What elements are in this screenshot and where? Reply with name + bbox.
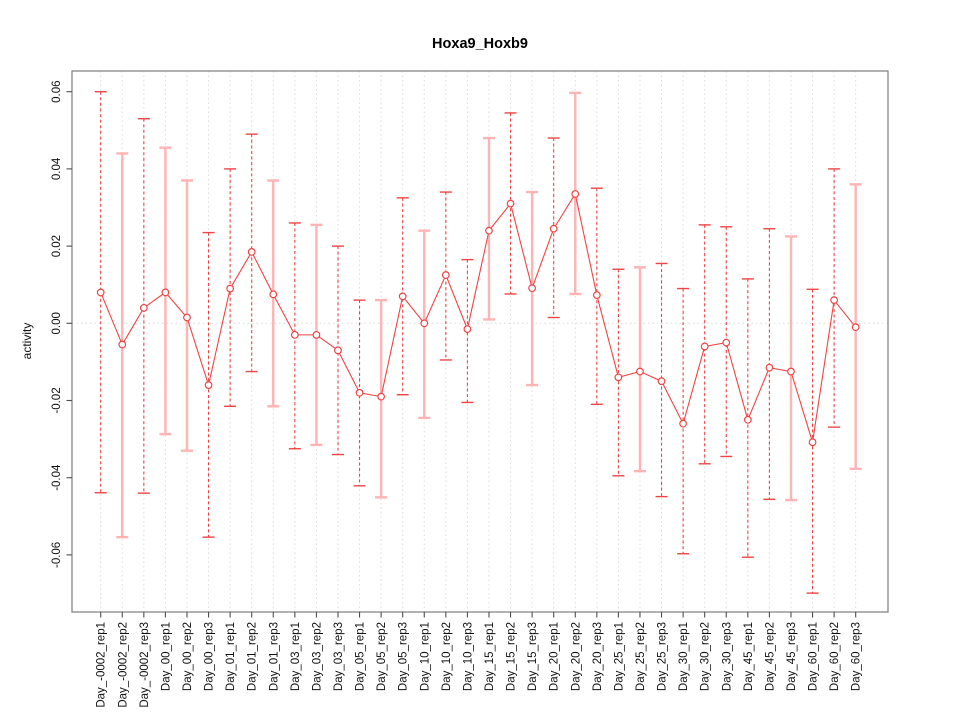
x-tick-label: Day_25_rep3	[657, 622, 669, 691]
x-tick-label: Day_05_rep1	[355, 622, 367, 691]
data-point	[592, 291, 601, 300]
y-axis: 0.06 0.04 0.02 0.00 -0.02 -0.04 -0.06	[51, 81, 72, 568]
plot-area: 0.06 0.04 0.02 0.00 -0.02 -0.04 -0.06 Day_-0002…	[51, 70, 889, 708]
x-tick-label: Day_10_rep1	[419, 622, 431, 691]
x-tick-label: Day_05_rep3	[398, 622, 410, 691]
data-point	[808, 438, 817, 447]
data-point	[722, 338, 731, 347]
x-tick-label: Day_05_rep2	[376, 622, 388, 691]
x-tick-label: Day_25_rep1	[613, 622, 625, 691]
x-tick-label: Day_00_rep3	[204, 622, 216, 691]
data-point	[679, 419, 688, 428]
y-axis-title: activity	[20, 323, 34, 360]
data-point	[290, 330, 299, 339]
data-point	[506, 199, 515, 208]
data-point	[355, 388, 364, 397]
x-tick-label: Day_15_rep3	[527, 622, 539, 691]
x-tick-label: Day_60_rep1	[808, 622, 820, 691]
x-tick-label: Day_01_rep2	[247, 622, 259, 691]
data-point	[549, 224, 558, 233]
data-point	[398, 292, 407, 301]
x-axis: Day_-0002_rep1 Day_-0002_rep2 Day_-0002_re…	[96, 612, 863, 708]
data-point	[204, 381, 213, 389]
x-tick-label: Day_45_rep2	[764, 622, 776, 691]
data-point	[463, 325, 472, 333]
data-point	[161, 288, 170, 297]
y-tick-label: 0.06	[51, 81, 63, 103]
y-tick-label: 0.04	[51, 157, 63, 180]
x-tick-label: Day_03_rep2	[311, 622, 323, 691]
x-tick-label: Day_25_rep2	[635, 622, 647, 691]
x-tick-label: Day_01_rep1	[225, 622, 237, 691]
y-tick-label: -0.06	[51, 542, 63, 568]
x-tick-label: Day_-0002_rep2	[117, 622, 129, 708]
y-tick-label: 0.02	[51, 235, 63, 257]
series-polyline	[100, 192, 857, 443]
data-point	[787, 367, 795, 376]
chart-title: Hoxa9_Hoxb9	[432, 36, 528, 52]
data-point	[312, 330, 321, 339]
x-tick-label: Day_20_rep1	[549, 622, 561, 691]
x-tick-label: Day_00_rep1	[160, 622, 172, 691]
data-point	[334, 346, 342, 355]
data-point	[377, 392, 386, 401]
x-tick-label: Day_30_rep3	[721, 622, 733, 691]
x-tick-label: Day_03_rep3	[333, 622, 345, 691]
x-tick-label: Day_15_rep1	[484, 622, 496, 691]
y-tick-label: -0.04	[51, 464, 63, 491]
data-point	[247, 247, 256, 256]
data-point	[636, 367, 644, 376]
y-tick-label: -0.02	[51, 387, 63, 413]
data-point	[226, 284, 235, 293]
x-tick-label: Day_15_rep2	[506, 622, 518, 691]
data-point	[743, 415, 752, 424]
x-tick-label: Day_10_rep3	[462, 622, 474, 691]
x-tick-label: Day_45_rep3	[786, 622, 798, 691]
data-point	[851, 323, 860, 332]
x-tick-label: Day_60_rep2	[829, 622, 841, 691]
x-tick-label: Day_20_rep3	[592, 622, 604, 691]
error-bars	[94, 90, 862, 594]
x-tick-label: Day_20_rep2	[570, 622, 582, 691]
data-point	[830, 296, 839, 305]
data-point	[571, 190, 580, 198]
x-tick-label: Day_60_rep3	[851, 622, 863, 691]
x-tick-label: Day_00_rep2	[182, 622, 194, 691]
x-tick-label: Day_01_rep3	[268, 622, 280, 691]
data-point	[183, 313, 191, 322]
x-tick-label: Day_-0002_rep1	[96, 622, 108, 708]
series-line	[100, 192, 857, 443]
x-tick-label: Day_03_rep1	[290, 622, 302, 691]
data-point	[614, 373, 623, 382]
data-point	[118, 340, 127, 349]
data-point	[657, 377, 666, 386]
data-point	[139, 303, 148, 312]
plot-border	[71, 70, 889, 613]
x-tick-label: Day_45_rep1	[743, 622, 755, 691]
data-point	[420, 319, 429, 328]
y-tick-label: 0.00	[51, 312, 63, 334]
data-point	[765, 363, 774, 372]
data-points	[96, 190, 860, 447]
data-point	[485, 226, 493, 235]
x-tick-label: Day_10_rep2	[441, 622, 453, 691]
data-point	[700, 342, 709, 351]
data-point	[96, 288, 105, 297]
x-tick-label: Day_30_rep1	[678, 622, 690, 691]
x-tick-label: Day_-0002_rep3	[139, 622, 151, 708]
data-point	[528, 284, 537, 293]
x-tick-label: Day_30_rep2	[700, 622, 712, 691]
data-point	[269, 290, 278, 299]
data-point	[441, 271, 450, 279]
